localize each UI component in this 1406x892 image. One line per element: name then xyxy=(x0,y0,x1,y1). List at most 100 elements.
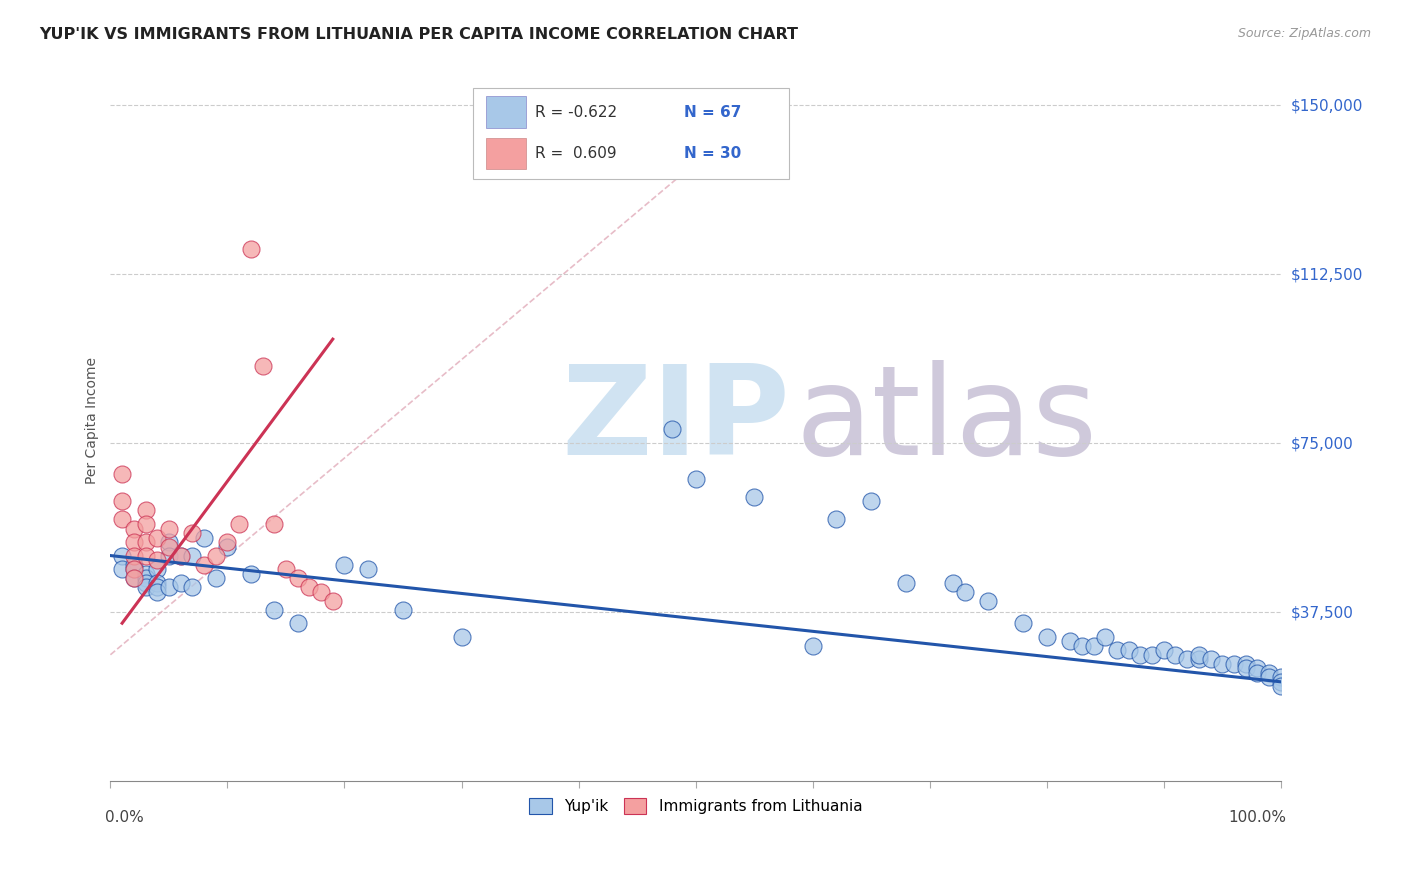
Text: R = -0.622: R = -0.622 xyxy=(536,104,617,120)
Point xyxy=(111,562,134,576)
Point xyxy=(1129,648,1152,662)
FancyBboxPatch shape xyxy=(474,88,789,178)
Point xyxy=(122,522,145,536)
Point xyxy=(333,558,356,572)
Point xyxy=(204,549,226,563)
Point xyxy=(896,575,918,590)
Point xyxy=(263,602,285,616)
Point xyxy=(1234,657,1257,671)
Point xyxy=(146,580,169,594)
Text: atlas: atlas xyxy=(794,359,1097,481)
Point xyxy=(146,562,169,576)
Point xyxy=(801,639,824,653)
Point xyxy=(1270,670,1292,684)
Point xyxy=(111,512,134,526)
Point xyxy=(135,580,157,594)
Text: 100.0%: 100.0% xyxy=(1229,810,1286,825)
Point xyxy=(135,516,157,531)
Point xyxy=(169,549,191,563)
Point xyxy=(181,526,204,541)
Point xyxy=(135,535,157,549)
Point xyxy=(111,494,134,508)
Text: 0.0%: 0.0% xyxy=(104,810,143,825)
Point xyxy=(1234,661,1257,675)
Point xyxy=(122,549,145,563)
Point xyxy=(977,593,1000,607)
Point xyxy=(1223,657,1246,671)
Point xyxy=(825,512,848,526)
Point xyxy=(1035,630,1057,644)
Text: N = 30: N = 30 xyxy=(683,146,741,161)
Text: YUP'IK VS IMMIGRANTS FROM LITHUANIA PER CAPITA INCOME CORRELATION CHART: YUP'IK VS IMMIGRANTS FROM LITHUANIA PER … xyxy=(39,27,799,42)
Point xyxy=(135,571,157,585)
Point xyxy=(111,549,134,563)
Point xyxy=(146,584,169,599)
Point xyxy=(122,535,145,549)
Point xyxy=(287,571,309,585)
Point xyxy=(1105,643,1128,657)
Point xyxy=(228,516,250,531)
Point xyxy=(298,580,321,594)
Point xyxy=(1094,630,1116,644)
Point xyxy=(146,575,169,590)
Point xyxy=(169,549,191,563)
Point xyxy=(322,593,344,607)
Point xyxy=(1246,665,1268,680)
Point xyxy=(309,584,332,599)
Point xyxy=(1258,670,1281,684)
Point xyxy=(287,616,309,631)
Point xyxy=(157,522,180,536)
Point xyxy=(1083,639,1105,653)
Point xyxy=(1070,639,1092,653)
Point xyxy=(239,242,262,256)
Point xyxy=(1246,661,1268,675)
Point xyxy=(1270,679,1292,693)
Point xyxy=(860,494,883,508)
Point xyxy=(1270,674,1292,689)
Point xyxy=(1188,652,1211,666)
Point xyxy=(1059,634,1081,648)
Point xyxy=(146,553,169,567)
Point xyxy=(193,558,215,572)
Text: Source: ZipAtlas.com: Source: ZipAtlas.com xyxy=(1237,27,1371,40)
Y-axis label: Per Capita Income: Per Capita Income xyxy=(86,357,100,483)
Text: ZIP: ZIP xyxy=(561,359,790,481)
Point xyxy=(274,562,297,576)
Legend: Yup'ik, Immigrants from Lithuania: Yup'ik, Immigrants from Lithuania xyxy=(523,792,869,821)
Point xyxy=(157,549,180,563)
Point xyxy=(1199,652,1222,666)
Point xyxy=(181,549,204,563)
Point xyxy=(1140,648,1163,662)
Point xyxy=(1153,643,1175,657)
Point xyxy=(157,535,180,549)
Point xyxy=(217,540,239,554)
Point xyxy=(122,571,145,585)
Text: N = 67: N = 67 xyxy=(683,104,741,120)
Point xyxy=(953,584,976,599)
Point xyxy=(1258,665,1281,680)
Point xyxy=(942,575,965,590)
Point xyxy=(157,540,180,554)
Point xyxy=(122,562,145,576)
Point xyxy=(204,571,226,585)
Point xyxy=(239,566,262,581)
Text: R =  0.609: R = 0.609 xyxy=(536,146,617,161)
Point xyxy=(135,503,157,517)
Point xyxy=(193,531,215,545)
Point xyxy=(135,549,157,563)
Point xyxy=(157,580,180,594)
Point xyxy=(1012,616,1035,631)
Point xyxy=(742,490,765,504)
Point xyxy=(1188,648,1211,662)
Point xyxy=(169,575,191,590)
Point xyxy=(1211,657,1233,671)
Point xyxy=(450,630,472,644)
Point xyxy=(122,571,145,585)
Point xyxy=(685,472,707,486)
Point xyxy=(252,359,274,374)
Point xyxy=(135,575,157,590)
Point xyxy=(392,602,415,616)
Point xyxy=(357,562,380,576)
FancyBboxPatch shape xyxy=(486,137,526,169)
Point xyxy=(217,535,239,549)
